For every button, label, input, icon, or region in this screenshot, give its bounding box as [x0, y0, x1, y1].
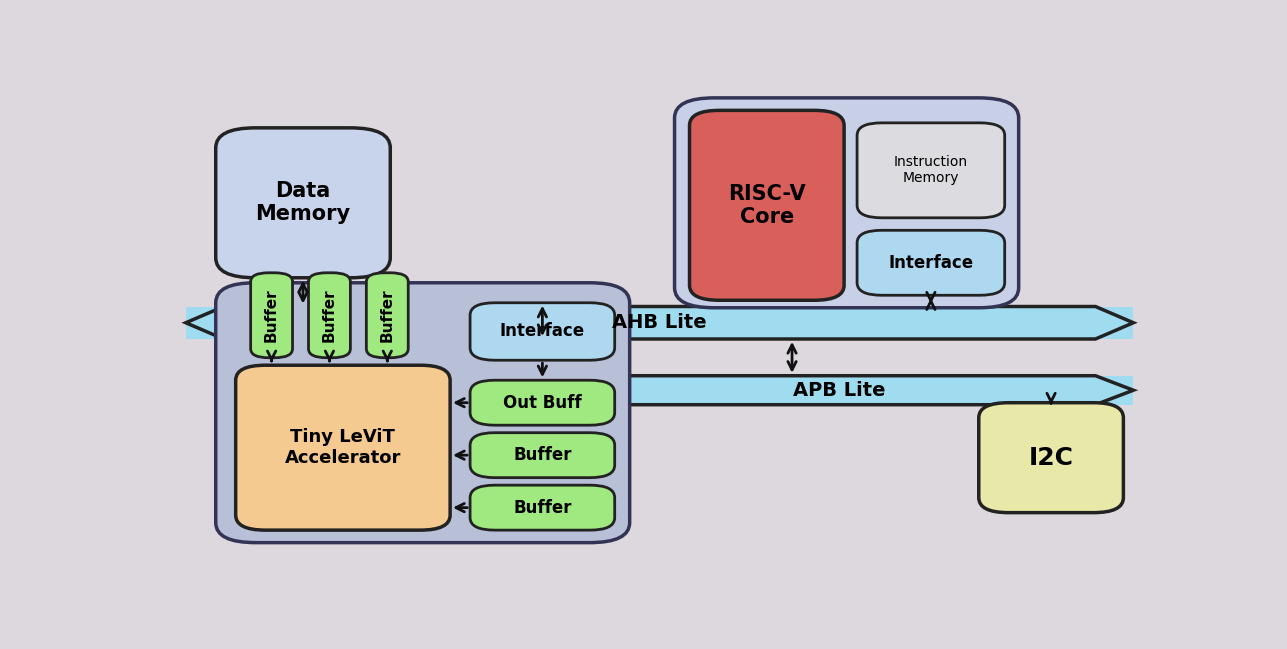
Text: Interface: Interface — [888, 254, 973, 272]
FancyBboxPatch shape — [470, 380, 615, 425]
Polygon shape — [1095, 306, 1134, 339]
FancyBboxPatch shape — [470, 433, 615, 478]
FancyBboxPatch shape — [674, 98, 1019, 308]
Text: Buffer: Buffer — [380, 288, 395, 342]
FancyBboxPatch shape — [367, 273, 408, 358]
Text: Instruction
Memory: Instruction Memory — [894, 155, 968, 186]
Polygon shape — [544, 376, 1134, 405]
Text: RISC-V
Core: RISC-V Core — [728, 184, 806, 227]
Text: Buffer: Buffer — [264, 288, 279, 342]
Polygon shape — [185, 306, 1134, 339]
FancyBboxPatch shape — [216, 283, 629, 543]
Text: APB Lite: APB Lite — [793, 381, 885, 400]
FancyBboxPatch shape — [857, 230, 1005, 295]
Text: Buffer: Buffer — [514, 446, 571, 464]
Text: AHB Lite: AHB Lite — [613, 313, 707, 332]
Polygon shape — [1095, 376, 1134, 405]
FancyBboxPatch shape — [690, 110, 844, 300]
Text: Tiny LeViT
Accelerator: Tiny LeViT Accelerator — [284, 428, 402, 467]
FancyBboxPatch shape — [470, 485, 615, 530]
Text: I2C: I2C — [1028, 446, 1073, 470]
Text: Buffer: Buffer — [322, 288, 337, 342]
FancyBboxPatch shape — [216, 128, 390, 278]
Text: Buffer: Buffer — [514, 498, 571, 517]
Bar — [185, 306, 1134, 339]
FancyBboxPatch shape — [978, 402, 1124, 513]
Polygon shape — [185, 306, 224, 339]
FancyBboxPatch shape — [470, 302, 615, 360]
Text: Interface: Interface — [499, 323, 586, 341]
Text: Out Buff: Out Buff — [503, 394, 582, 411]
FancyBboxPatch shape — [236, 365, 450, 530]
FancyBboxPatch shape — [857, 123, 1005, 218]
Bar — [544, 376, 1134, 405]
FancyBboxPatch shape — [251, 273, 292, 358]
Polygon shape — [544, 376, 583, 405]
FancyBboxPatch shape — [309, 273, 350, 358]
Text: Data
Memory: Data Memory — [255, 181, 350, 225]
